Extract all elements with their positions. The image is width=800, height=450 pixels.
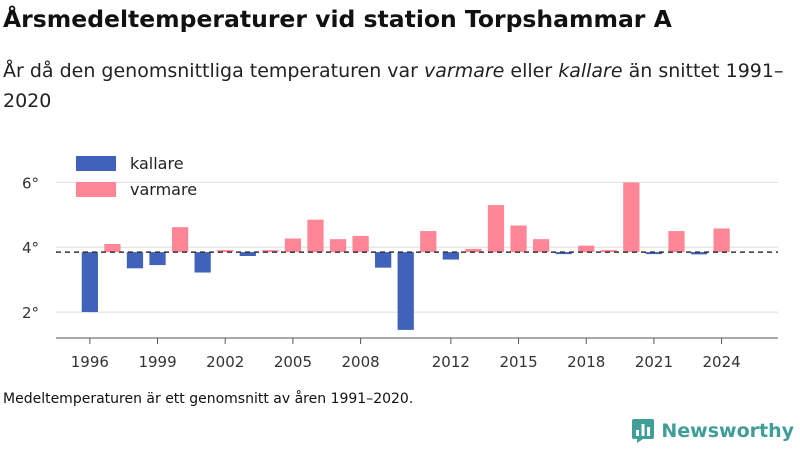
bar-1997 xyxy=(104,244,121,253)
bar-2023 xyxy=(690,252,708,255)
bar-2024 xyxy=(713,228,730,253)
bar-2002 xyxy=(217,250,234,253)
bar-2008 xyxy=(352,235,369,253)
subtitle-text-1: År då den genomsnittliga temperaturen va… xyxy=(3,60,425,82)
brand-logo: Newsworthy xyxy=(631,418,794,444)
x-tick-label: 2002 xyxy=(206,353,244,371)
legend-label-varmare: varmare xyxy=(130,180,197,199)
subtitle-text-2: eller xyxy=(504,60,559,82)
x-tick-label: 2018 xyxy=(567,353,605,371)
bar-2010 xyxy=(397,252,414,330)
x-tick-label: 2015 xyxy=(499,353,537,371)
bar-2014 xyxy=(487,205,505,253)
newsworthy-logo-icon xyxy=(632,419,655,443)
legend-label-kallare: kallare xyxy=(130,154,184,173)
bar-2012 xyxy=(442,252,459,260)
bar-2019 xyxy=(600,250,617,253)
bar-2020 xyxy=(623,182,640,253)
y-tick-label: 4° xyxy=(22,239,39,257)
legend-swatch-kallare xyxy=(76,156,116,171)
bar-1998 xyxy=(126,252,144,269)
bar-1996 xyxy=(81,252,98,313)
bar-2011 xyxy=(420,231,437,253)
y-tick-label: 2° xyxy=(22,304,39,322)
x-tick-label: 2021 xyxy=(635,353,673,371)
y-tick-label: 6° xyxy=(22,174,39,192)
bar-2022 xyxy=(668,231,685,253)
chart-subtitle: År då den genomsnittliga temperaturen va… xyxy=(3,56,793,116)
legend-swatch-varmare xyxy=(76,182,116,197)
x-tick-label: 2005 xyxy=(274,353,312,371)
x-tick-label: 1996 xyxy=(71,353,109,371)
x-tick-label: 2008 xyxy=(342,353,380,371)
x-tick-label: 2024 xyxy=(703,353,741,371)
subtitle-cold-word: kallare xyxy=(558,60,623,82)
subtitle-text-3: än snittet 1991–2020 xyxy=(3,60,784,112)
bar-2007 xyxy=(329,239,347,253)
bar-2001 xyxy=(194,252,211,273)
x-tick-label: 1999 xyxy=(138,353,176,371)
bar-2016 xyxy=(532,239,550,253)
bar-2004 xyxy=(262,250,279,253)
bar-2015 xyxy=(510,225,527,253)
bar-2009 xyxy=(375,252,392,268)
x-tick-label: 2012 xyxy=(432,353,470,371)
temperature-bar-chart: 2° 4° 6° 1996 1999 2002 2005 2008 2012 2015 2018 20… xyxy=(22,154,778,371)
bar-2006 xyxy=(307,219,324,253)
bar-2018 xyxy=(578,245,595,253)
bar-2013 xyxy=(465,248,482,253)
bar-2000 xyxy=(171,227,189,253)
bar-2017 xyxy=(555,252,572,255)
footnote: Medeltemperaturen är ett genomsnitt av å… xyxy=(3,391,414,407)
bar-1999 xyxy=(149,252,166,266)
bar-2021 xyxy=(645,252,663,255)
brand-name: Newsworthy xyxy=(661,420,794,442)
subtitle-warm-word: varmare xyxy=(424,60,505,82)
bar-2005 xyxy=(284,238,302,253)
chart-title: Årsmedeltemperaturer vid station Torpsha… xyxy=(3,5,672,33)
bar-2003 xyxy=(239,252,256,256)
